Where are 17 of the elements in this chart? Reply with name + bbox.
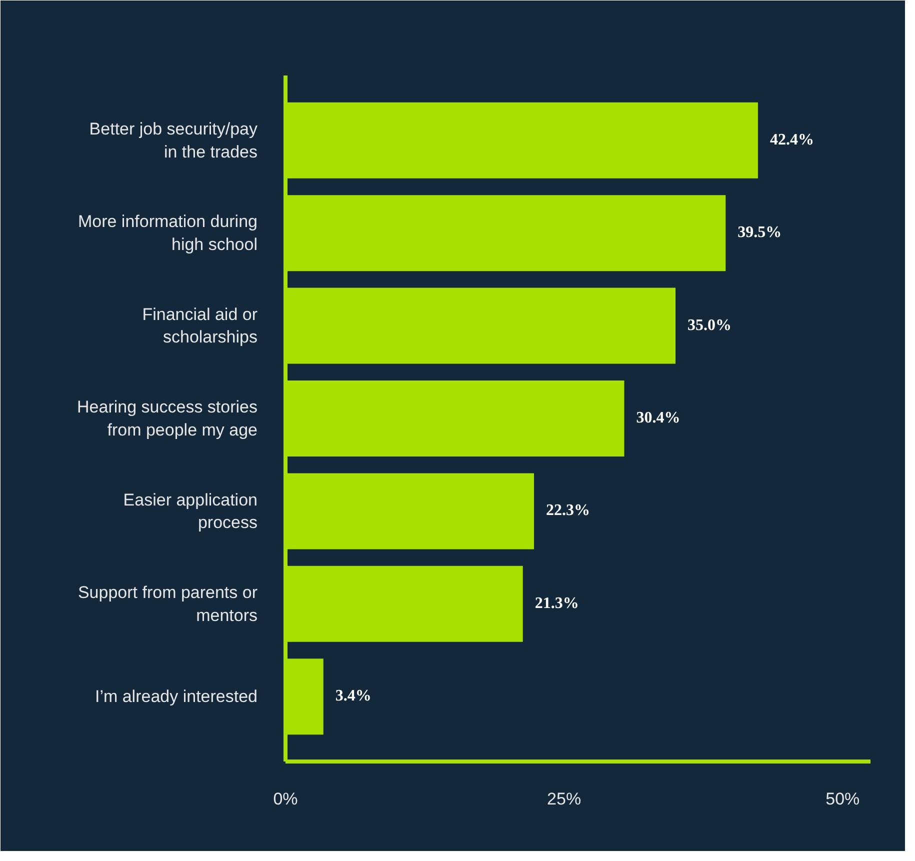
data-label: 22.3%	[546, 502, 590, 520]
x-tick-label: 50%	[826, 790, 860, 808]
data-label: 30.4%	[636, 410, 680, 426]
data-label: 39.5%	[738, 224, 782, 242]
y-tick-label: Better job security/pay in the trades	[89, 119, 258, 162]
x-tick-label: 25%	[547, 790, 582, 808]
y-tick-label: Hearing success stories from people my age	[77, 398, 258, 440]
y-tick-label: More information during high school	[78, 212, 258, 254]
y-tick-label: Easier application process	[123, 490, 258, 532]
data-label: 35.0%	[688, 316, 732, 334]
data-label: 42.4%	[770, 131, 814, 148]
y-tick-label: Support from parents or mentors	[78, 583, 258, 625]
data-label: 3.4%	[335, 688, 372, 705]
y-tick-label: I’m already interested	[94, 687, 258, 706]
x-tick-label: 0%	[273, 790, 298, 808]
data-label: 21.3%	[534, 594, 579, 612]
y-tick-label: Financial aid or scholarships	[142, 304, 258, 347]
